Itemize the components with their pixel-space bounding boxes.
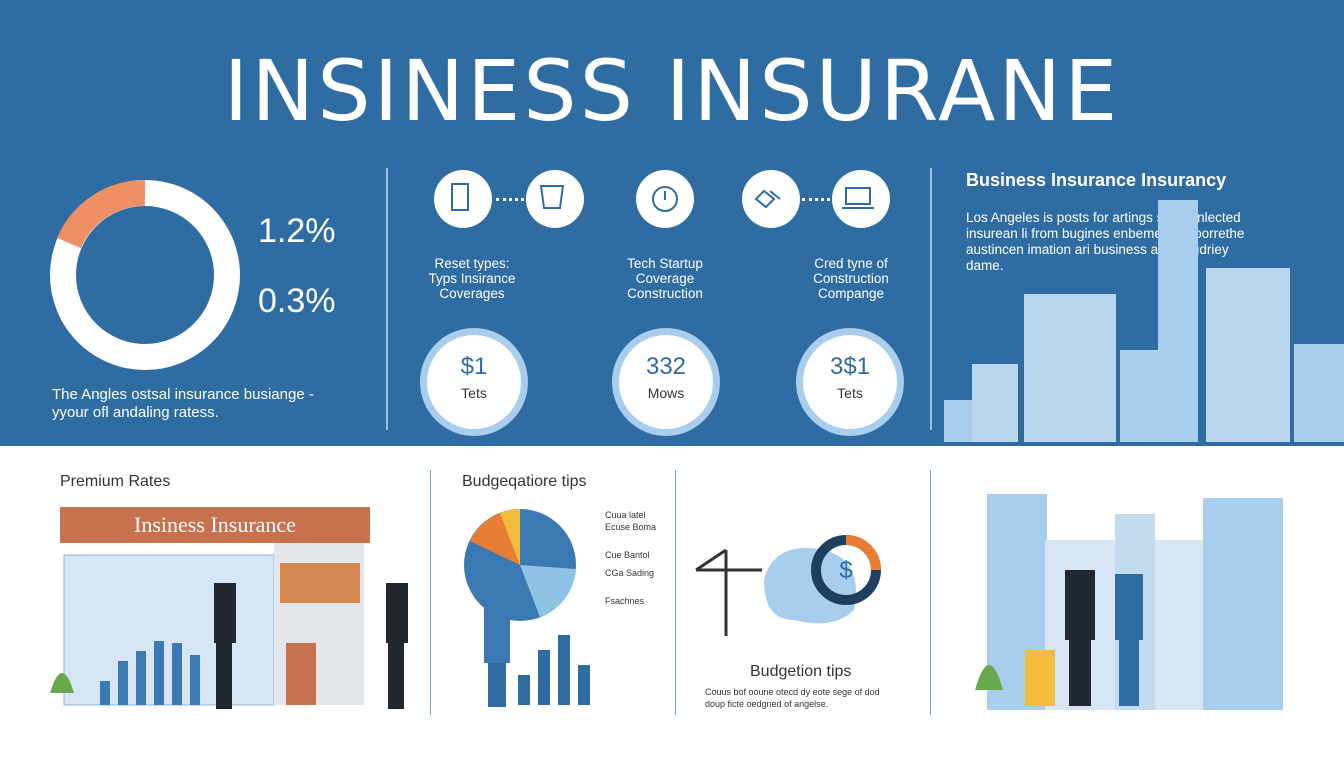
caption-line: yyour ofl andaling ratess.	[52, 404, 219, 421]
label-line: Coverages	[439, 286, 505, 301]
text-line: doup ficte oedgned of angelse.	[705, 699, 829, 709]
divider	[430, 470, 431, 715]
label-line: Coverage	[635, 271, 695, 286]
bubble-unit: Tets	[837, 385, 863, 401]
label-line: Tech Startup	[627, 256, 703, 271]
divider	[930, 470, 931, 715]
label-line: Cred tyne of	[814, 256, 888, 271]
pie-label: CGa Sading	[605, 568, 655, 578]
caption: The Angles ostsal insurance busiange - y…	[52, 386, 314, 422]
skyline	[944, 200, 1344, 442]
label-line: Compange	[817, 286, 885, 301]
pie-label: Ecuse Boma	[605, 522, 657, 532]
column-label: Cred tyne of Construction Compange	[766, 256, 936, 301]
icon-clipboard	[434, 170, 492, 228]
value-bubble: 332 Mows	[612, 328, 720, 436]
section-title: Premium Rates	[60, 473, 171, 490]
label-line: Construction	[627, 286, 703, 301]
section-title: Budgetion tips	[750, 663, 852, 680]
bubble-unit: Tets	[461, 385, 487, 401]
label-line: Typs Insirance	[428, 271, 516, 286]
donut-graphic	[50, 179, 240, 370]
handshake-illustration	[975, 494, 1283, 710]
column-label: Tech Startup Coverage Construction	[580, 256, 750, 301]
label-line: Reset types:	[434, 256, 510, 271]
connector	[802, 198, 836, 201]
section-title: Budgeqatiore tips	[462, 473, 587, 490]
pie-labels: Cuua latel Ecuse Boma Cue Bantol CGa Sad…	[605, 509, 656, 607]
shop-sign: Insiness Insurance	[60, 507, 370, 543]
tips-text: Couus bof ooune otecd dy eote sege of do…	[705, 686, 880, 710]
bubble-value: $1	[460, 353, 488, 380]
divider	[930, 168, 932, 430]
bubble-value: 332	[645, 353, 687, 380]
pie-label: Fsachnes	[605, 596, 645, 606]
svg-text:$: $	[839, 557, 852, 584]
icon-shield	[526, 170, 584, 228]
bubble-unit: Mows	[647, 385, 685, 401]
icon-laptop	[832, 170, 890, 228]
page-title: INSINESS INSURANE	[223, 42, 1121, 140]
divider	[675, 470, 676, 715]
caption-line: The Angles ostsal insurance busiange -	[52, 386, 314, 403]
bubble-value: 3$1	[829, 353, 871, 380]
stat: 0.3%	[258, 282, 336, 320]
divider	[386, 168, 388, 430]
pie-label: Cue Bantol	[605, 550, 650, 560]
office-illustration	[50, 543, 408, 709]
pie-illustration	[464, 509, 590, 707]
panel-title: Business Insurance Insurancy	[966, 170, 1227, 190]
crane-illustration: $	[695, 535, 881, 636]
value-bubble: 3$1 Tets	[796, 328, 904, 436]
label-line: Construction	[813, 271, 889, 286]
stat: 1.2%	[258, 212, 336, 250]
column-label: Reset types: Typs Insirance Coverages	[387, 256, 557, 301]
value-bubble: $1 Tets	[420, 328, 528, 436]
icon-handshake	[742, 170, 800, 228]
text-line: Couus bof ooune otecd dy eote sege of do…	[705, 687, 880, 697]
icon-glyphs	[451, 183, 874, 212]
text-line: dame.	[966, 258, 1004, 273]
connector	[496, 198, 530, 201]
pie-label: Cuua latel	[605, 510, 646, 520]
